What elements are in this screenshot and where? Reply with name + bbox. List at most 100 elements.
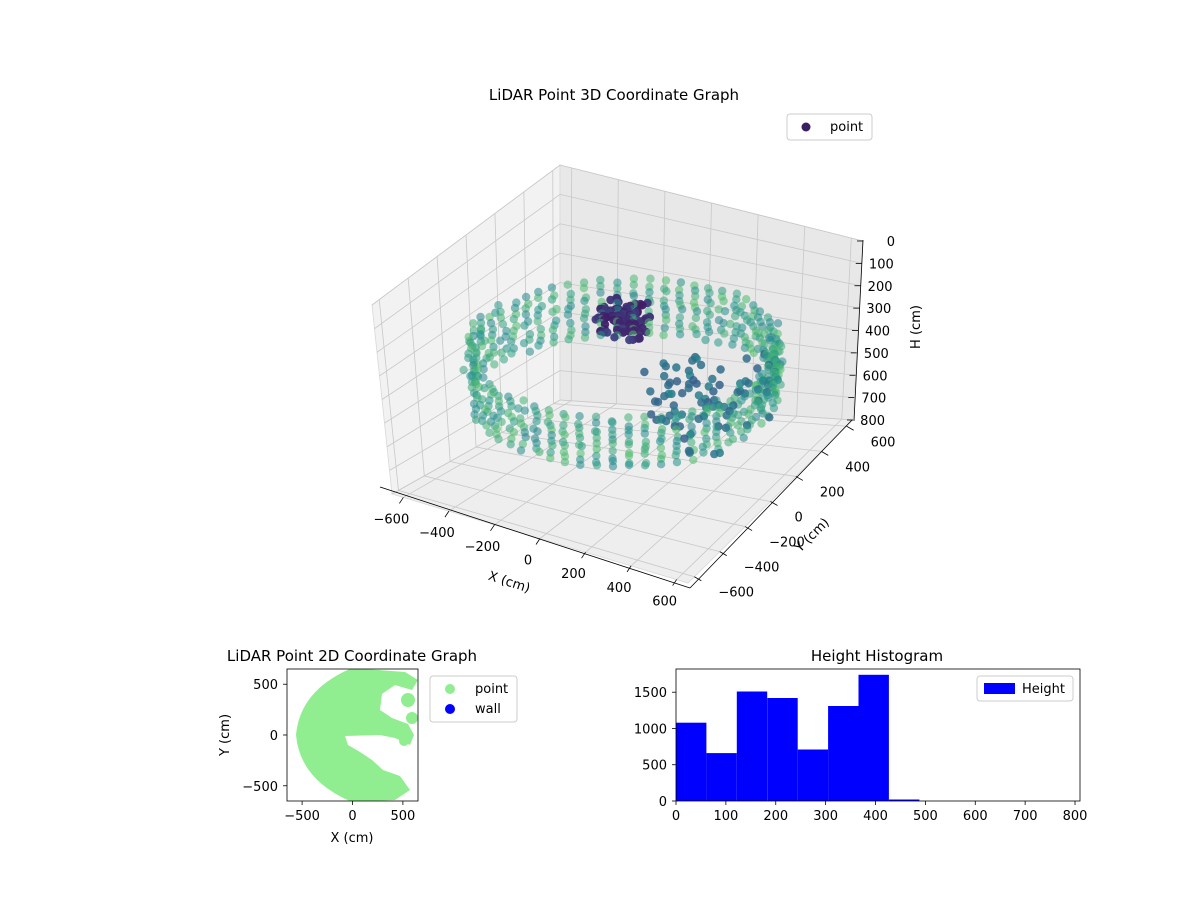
y-tick-label: 600: [871, 435, 896, 450]
data-point-3d: [576, 460, 585, 470]
histogram-bar: [736, 691, 768, 801]
y-tick-label-hist: 1000: [634, 722, 667, 737]
x-tick-mark: [444, 510, 450, 518]
y-tick-mark: [694, 576, 702, 582]
data-point-3d: [549, 338, 558, 347]
data-point-3d: [749, 348, 758, 358]
x-tick-label: −600: [374, 512, 410, 527]
data-point-3d: [700, 428, 709, 437]
data-point-3d: [694, 414, 703, 424]
data-point-3d: [591, 412, 601, 421]
data-point-3d: [592, 460, 602, 470]
data-point-3d: [640, 449, 649, 458]
data-point-3d: [692, 329, 701, 339]
x-axis-label: X (cm): [486, 569, 532, 597]
histogram-frame: [675, 668, 1081, 802]
chart-2d-title: LiDAR Point 2D Coordinate Graph: [227, 647, 477, 665]
data-point-3d: [547, 295, 557, 304]
data-point-3d: [659, 330, 668, 340]
data-point-3d: [514, 404, 523, 413]
x-tick-label-2d: 0: [348, 809, 356, 824]
data-point-3d: [608, 446, 617, 455]
data-point-3d: [660, 371, 669, 381]
histogram-bar: [706, 753, 737, 801]
data-point-3d: [563, 310, 573, 319]
data-point-3d: [521, 433, 530, 442]
data-point-3d: [705, 310, 714, 319]
legend-histogram-label: Height: [1022, 682, 1065, 697]
y-tick-label-hist: 1500: [634, 686, 667, 701]
z-tick-label: 400: [865, 325, 890, 340]
data-point-3d: [672, 458, 682, 467]
z-tick-label: 0: [887, 235, 895, 250]
data-point-3d: [709, 387, 718, 396]
data-point-3d: [509, 417, 519, 426]
data-point-3d: [629, 291, 639, 301]
y-tick-label-hist: 500: [642, 759, 667, 774]
x-axis-line: [379, 486, 691, 589]
data-point-3d: [485, 428, 494, 437]
points-3d: [459, 274, 787, 471]
grid-line-z: [376, 223, 861, 353]
legend-histogram: Height: [976, 675, 1074, 702]
data-point-3d: [742, 354, 751, 363]
data-point-3d: [675, 313, 685, 322]
data-point-3d: [507, 402, 516, 411]
x-tick-label-hist: 500: [913, 809, 938, 824]
data-point-3d: [608, 418, 617, 427]
x-tick-mark: [626, 565, 632, 573]
data-point-3d: [624, 460, 634, 470]
data-point-3d: [684, 384, 693, 393]
data-point-3d: [534, 341, 543, 350]
x-tick-label: 0: [524, 554, 532, 569]
data-point-3d: [506, 440, 515, 449]
grid-line-z: [386, 340, 856, 448]
data-point-3d: [758, 322, 767, 331]
y-tick-label-2d: 500: [253, 678, 278, 693]
data-point-3d: [596, 281, 605, 291]
x-tick-label-hist: 600: [963, 809, 988, 824]
y-tick-label: 200: [820, 485, 845, 500]
legend-2d-marker-wall: [445, 704, 455, 714]
legend-2d-marker-point: [445, 684, 455, 694]
data-point-3d: [580, 296, 589, 306]
data-point-3d: [676, 278, 686, 287]
data-point-3d: [606, 295, 615, 305]
data-point-3d: [744, 379, 753, 388]
histogram-title: Height Histogram: [811, 647, 943, 665]
legend-3d-marker: [801, 122, 811, 132]
x-tick-label-2d: −500: [284, 809, 320, 824]
data-point-3d: [625, 335, 634, 345]
data-point-3d: [635, 328, 645, 337]
z-tick-label: 300: [866, 302, 891, 317]
x-tick-label: 400: [607, 581, 632, 596]
histogram-bar: [797, 749, 829, 801]
data-point-3d: [661, 417, 671, 426]
data-point-3d: [560, 441, 569, 450]
chart-2d: LiDAR Point 2D Coordinate Graph −500 0 500…: [218, 647, 518, 846]
data-point-3d: [661, 276, 671, 285]
data-point-3d: [482, 421, 491, 430]
data-point-3d: [592, 444, 601, 454]
data-point-3d: [581, 322, 590, 331]
z-tick-label: 100: [869, 257, 894, 272]
data-point-3d: [580, 333, 590, 342]
y-tick-label: 400: [845, 460, 870, 475]
chart-3d: LiDAR Point 3D Coordinate Graph −600 −400…: [371, 86, 924, 610]
y-tick-mark: [719, 551, 727, 557]
data-point-3d: [575, 423, 584, 432]
point-cloud-2d: [296, 669, 418, 801]
legend-3d: point: [786, 113, 873, 141]
data-point-3d: [773, 319, 783, 328]
data-point-3d: [496, 313, 505, 322]
data-point-3d: [714, 338, 723, 347]
data-point-3d: [546, 454, 555, 463]
data-point-3d: [596, 275, 605, 285]
z-axis-line: [853, 239, 864, 422]
x-tick-mark: [399, 497, 404, 504]
data-point-3d: [776, 380, 785, 389]
data-point-3d: [518, 439, 527, 449]
x-tick-label-hist: 700: [1013, 809, 1038, 824]
histogram-bar: [767, 698, 798, 801]
